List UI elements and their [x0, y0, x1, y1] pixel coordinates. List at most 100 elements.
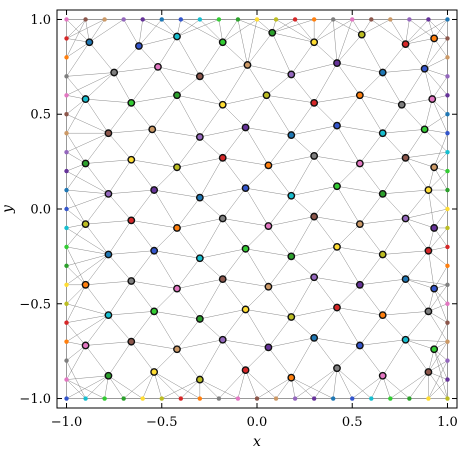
mesh-edge — [313, 102, 338, 126]
x-tick-label: −0.5 — [146, 415, 178, 430]
mesh-edge — [272, 19, 315, 33]
mesh-edge — [336, 95, 361, 126]
mesh-edge — [268, 316, 292, 348]
data-point — [241, 305, 250, 314]
mesh-edge — [428, 250, 435, 289]
data-point — [173, 163, 181, 172]
mesh-edge — [176, 349, 201, 380]
data-point — [195, 133, 204, 141]
mesh-edge — [131, 129, 153, 160]
data-point — [127, 155, 136, 164]
data-point — [173, 32, 181, 41]
data-point — [445, 244, 450, 250]
mesh-edge — [336, 34, 362, 64]
data-point — [355, 91, 364, 100]
data-point — [430, 163, 439, 172]
mesh-edge — [314, 95, 360, 104]
mesh-edge — [382, 193, 406, 219]
mesh-edge — [382, 250, 429, 255]
data-point — [426, 396, 431, 401]
mesh-edge — [176, 197, 201, 229]
mesh-edge — [222, 278, 246, 310]
mesh-edge — [359, 157, 406, 164]
mesh-edge — [176, 227, 201, 259]
mesh-edge — [268, 347, 292, 378]
mesh-edge — [66, 42, 90, 58]
data-point — [64, 17, 69, 22]
mesh-edge — [108, 341, 132, 376]
data-point — [264, 222, 273, 230]
mesh-edge — [424, 129, 448, 153]
mesh-edge — [108, 129, 153, 134]
mesh-edge — [199, 218, 223, 259]
mesh-edge — [153, 189, 178, 229]
mesh-edge — [336, 186, 383, 195]
mesh-edge — [142, 19, 178, 37]
mesh-edge — [314, 216, 360, 225]
mesh-edge — [405, 38, 435, 45]
mesh-edge — [176, 157, 223, 168]
mesh-edge — [272, 32, 315, 43]
mesh-edge — [245, 188, 269, 227]
data-point — [195, 193, 204, 202]
mesh-edge — [66, 72, 115, 77]
mesh-edge — [405, 19, 429, 45]
mesh-edge — [85, 159, 132, 164]
mesh-edge — [176, 339, 223, 350]
mesh-edge — [222, 339, 269, 348]
mesh-edge — [401, 98, 433, 106]
mesh-edge — [157, 36, 178, 67]
data-point — [388, 396, 393, 401]
mesh-edge — [218, 369, 246, 399]
mesh-edge — [108, 254, 132, 282]
mesh-edge — [108, 133, 132, 160]
data-point — [81, 159, 90, 168]
mesh-edge — [359, 163, 383, 194]
mesh-edge — [66, 227, 109, 255]
data-point — [64, 377, 69, 382]
mesh-edge — [275, 19, 315, 43]
data-point — [64, 301, 69, 306]
data-point — [150, 307, 159, 316]
data-point — [445, 282, 450, 288]
mesh-edge — [85, 133, 109, 164]
data-point — [85, 38, 94, 47]
data-point — [355, 159, 364, 168]
mesh-edge — [428, 379, 448, 399]
data-point — [397, 100, 406, 109]
mesh-edge — [85, 72, 115, 100]
mesh-edge — [382, 375, 410, 399]
mesh-edge — [291, 125, 338, 136]
mesh-edge — [66, 189, 109, 195]
mesh-edge — [428, 360, 448, 399]
data-point — [333, 303, 341, 312]
mesh-edge — [66, 189, 86, 225]
mesh-edge — [291, 377, 315, 399]
mesh-edge — [291, 316, 315, 339]
mesh-edge — [314, 276, 360, 286]
mesh-edge — [108, 189, 155, 195]
mesh-edge — [371, 375, 383, 399]
data-point — [273, 396, 279, 401]
data-point — [310, 38, 319, 47]
data-point — [401, 153, 410, 162]
mesh-edge — [66, 360, 86, 399]
data-point — [445, 149, 450, 155]
mesh-edge — [85, 345, 109, 376]
data-point — [150, 246, 159, 255]
data-point — [241, 123, 250, 132]
mesh-edge — [361, 19, 391, 35]
data-point — [292, 17, 298, 22]
mesh-edge — [85, 98, 109, 134]
mesh-edge — [405, 19, 448, 45]
mesh-edge — [313, 125, 338, 157]
mesh-edge — [313, 186, 338, 217]
mesh-edge — [313, 19, 334, 43]
mesh-edge — [66, 375, 109, 399]
mesh-edge — [336, 246, 361, 285]
mesh-edge — [153, 349, 178, 373]
data-point — [154, 62, 162, 71]
y-tick-label: 1.0 — [30, 13, 51, 28]
data-point — [378, 311, 387, 320]
